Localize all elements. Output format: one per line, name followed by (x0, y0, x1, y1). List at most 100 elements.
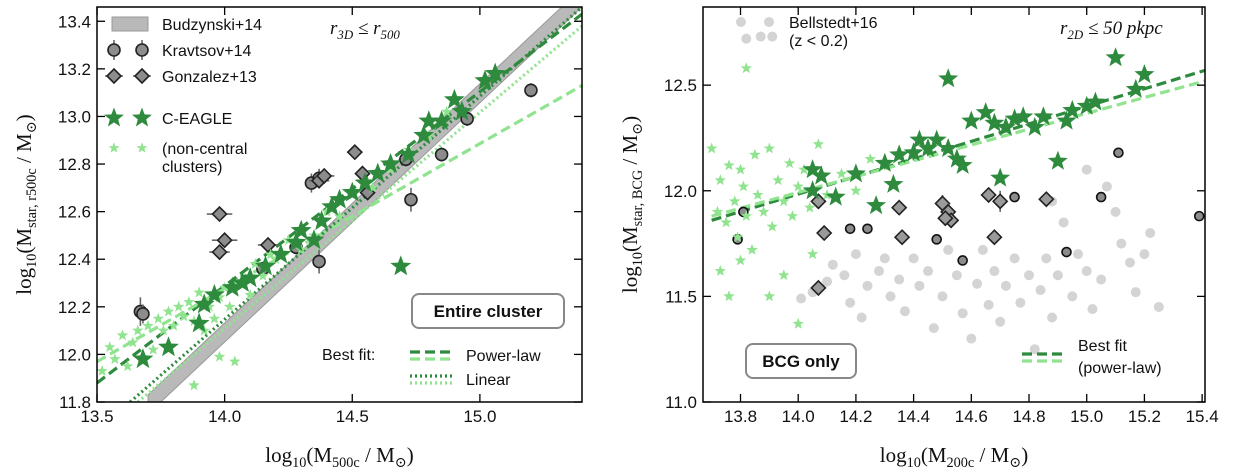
frame (96, 6, 583, 403)
point (835, 167, 848, 179)
text-part: ) (12, 114, 36, 121)
point (1113, 147, 1124, 159)
point (909, 129, 930, 149)
subscript: star, r500c (24, 168, 40, 228)
point (866, 195, 887, 215)
point (783, 157, 796, 169)
point (752, 189, 764, 200)
point (792, 180, 804, 192)
x-tick-label: 14.0 (782, 407, 815, 426)
plot-area (705, 31, 1205, 355)
fit-line (129, 7, 582, 402)
point (928, 323, 939, 334)
point (1067, 291, 1078, 302)
text-part: / M (12, 133, 36, 168)
point (957, 255, 968, 266)
point (380, 153, 401, 173)
point (413, 124, 435, 145)
label-box (745, 343, 857, 379)
y-tick-label: 12.6 (58, 203, 91, 222)
legend-symbol (104, 107, 124, 127)
x-tick-label: 15.0 (463, 407, 496, 426)
point (398, 143, 419, 164)
point (1076, 95, 1097, 115)
point (232, 272, 253, 292)
point (1193, 210, 1205, 222)
legend-symbol (136, 142, 148, 153)
point (333, 210, 346, 222)
point (1024, 116, 1045, 136)
x-axis-label: log10(M500c / M⊙) (265, 443, 413, 471)
text-part: log (12, 267, 36, 294)
point (188, 312, 210, 333)
point (136, 307, 150, 321)
annotation: r2D ≤ 50 pkpc (1060, 18, 1163, 42)
x-tick-label: 15.4 (1186, 407, 1219, 426)
legend-label: Kravtsov+14 (162, 43, 251, 60)
point (152, 312, 164, 324)
point (329, 188, 350, 209)
text-part: ) (618, 116, 642, 123)
point (167, 319, 180, 331)
point (341, 181, 363, 202)
point (1041, 253, 1052, 264)
point (1047, 312, 1058, 323)
fit-line (97, 84, 582, 363)
y-tick-label: 12.0 (664, 182, 697, 201)
point (923, 266, 934, 277)
fit-line (136, 24, 582, 402)
point (249, 258, 261, 269)
point (1105, 47, 1126, 67)
text-part: (M (921, 443, 947, 467)
point (285, 231, 307, 252)
point (705, 142, 718, 154)
point (827, 259, 838, 270)
point (825, 186, 846, 206)
point (221, 276, 243, 297)
point (850, 184, 862, 196)
point (862, 223, 873, 235)
point (1013, 106, 1034, 126)
point (354, 172, 376, 192)
point (767, 31, 778, 42)
point (1000, 280, 1011, 291)
subscript: 2D (1067, 27, 1083, 42)
point (211, 243, 228, 261)
point (894, 274, 905, 285)
point (257, 269, 269, 281)
y-tick-label: 13.0 (58, 107, 91, 126)
point (885, 291, 896, 302)
point (213, 291, 226, 303)
point (524, 83, 538, 98)
text-part: / M (974, 443, 1009, 467)
point (132, 348, 154, 369)
point (844, 223, 856, 235)
point (1110, 206, 1121, 217)
point (720, 216, 732, 228)
point (946, 148, 967, 168)
point (802, 180, 823, 200)
x-tick-label: 14.8 (1012, 407, 1045, 426)
point (734, 163, 747, 175)
point (995, 116, 1016, 136)
y-axis-group: log10(Mstar, r500c / M⊙) (12, 114, 40, 294)
point (714, 265, 726, 276)
point (796, 293, 807, 304)
x-tick-label: 13.5 (80, 407, 113, 426)
text-part: (M (12, 228, 36, 254)
point (952, 154, 973, 174)
legend-symbol (132, 107, 152, 127)
point (737, 180, 750, 192)
point (173, 300, 185, 312)
legend-label: C-EAGLE (162, 111, 232, 128)
subscript: 200c (947, 455, 975, 471)
point (741, 33, 752, 44)
legend-item: Kravtsov+14 (107, 40, 251, 60)
point (312, 254, 326, 269)
point (811, 165, 832, 185)
point (1085, 91, 1106, 111)
point (986, 229, 1003, 246)
point (1009, 191, 1020, 203)
subscript: ⊙ (24, 121, 40, 133)
